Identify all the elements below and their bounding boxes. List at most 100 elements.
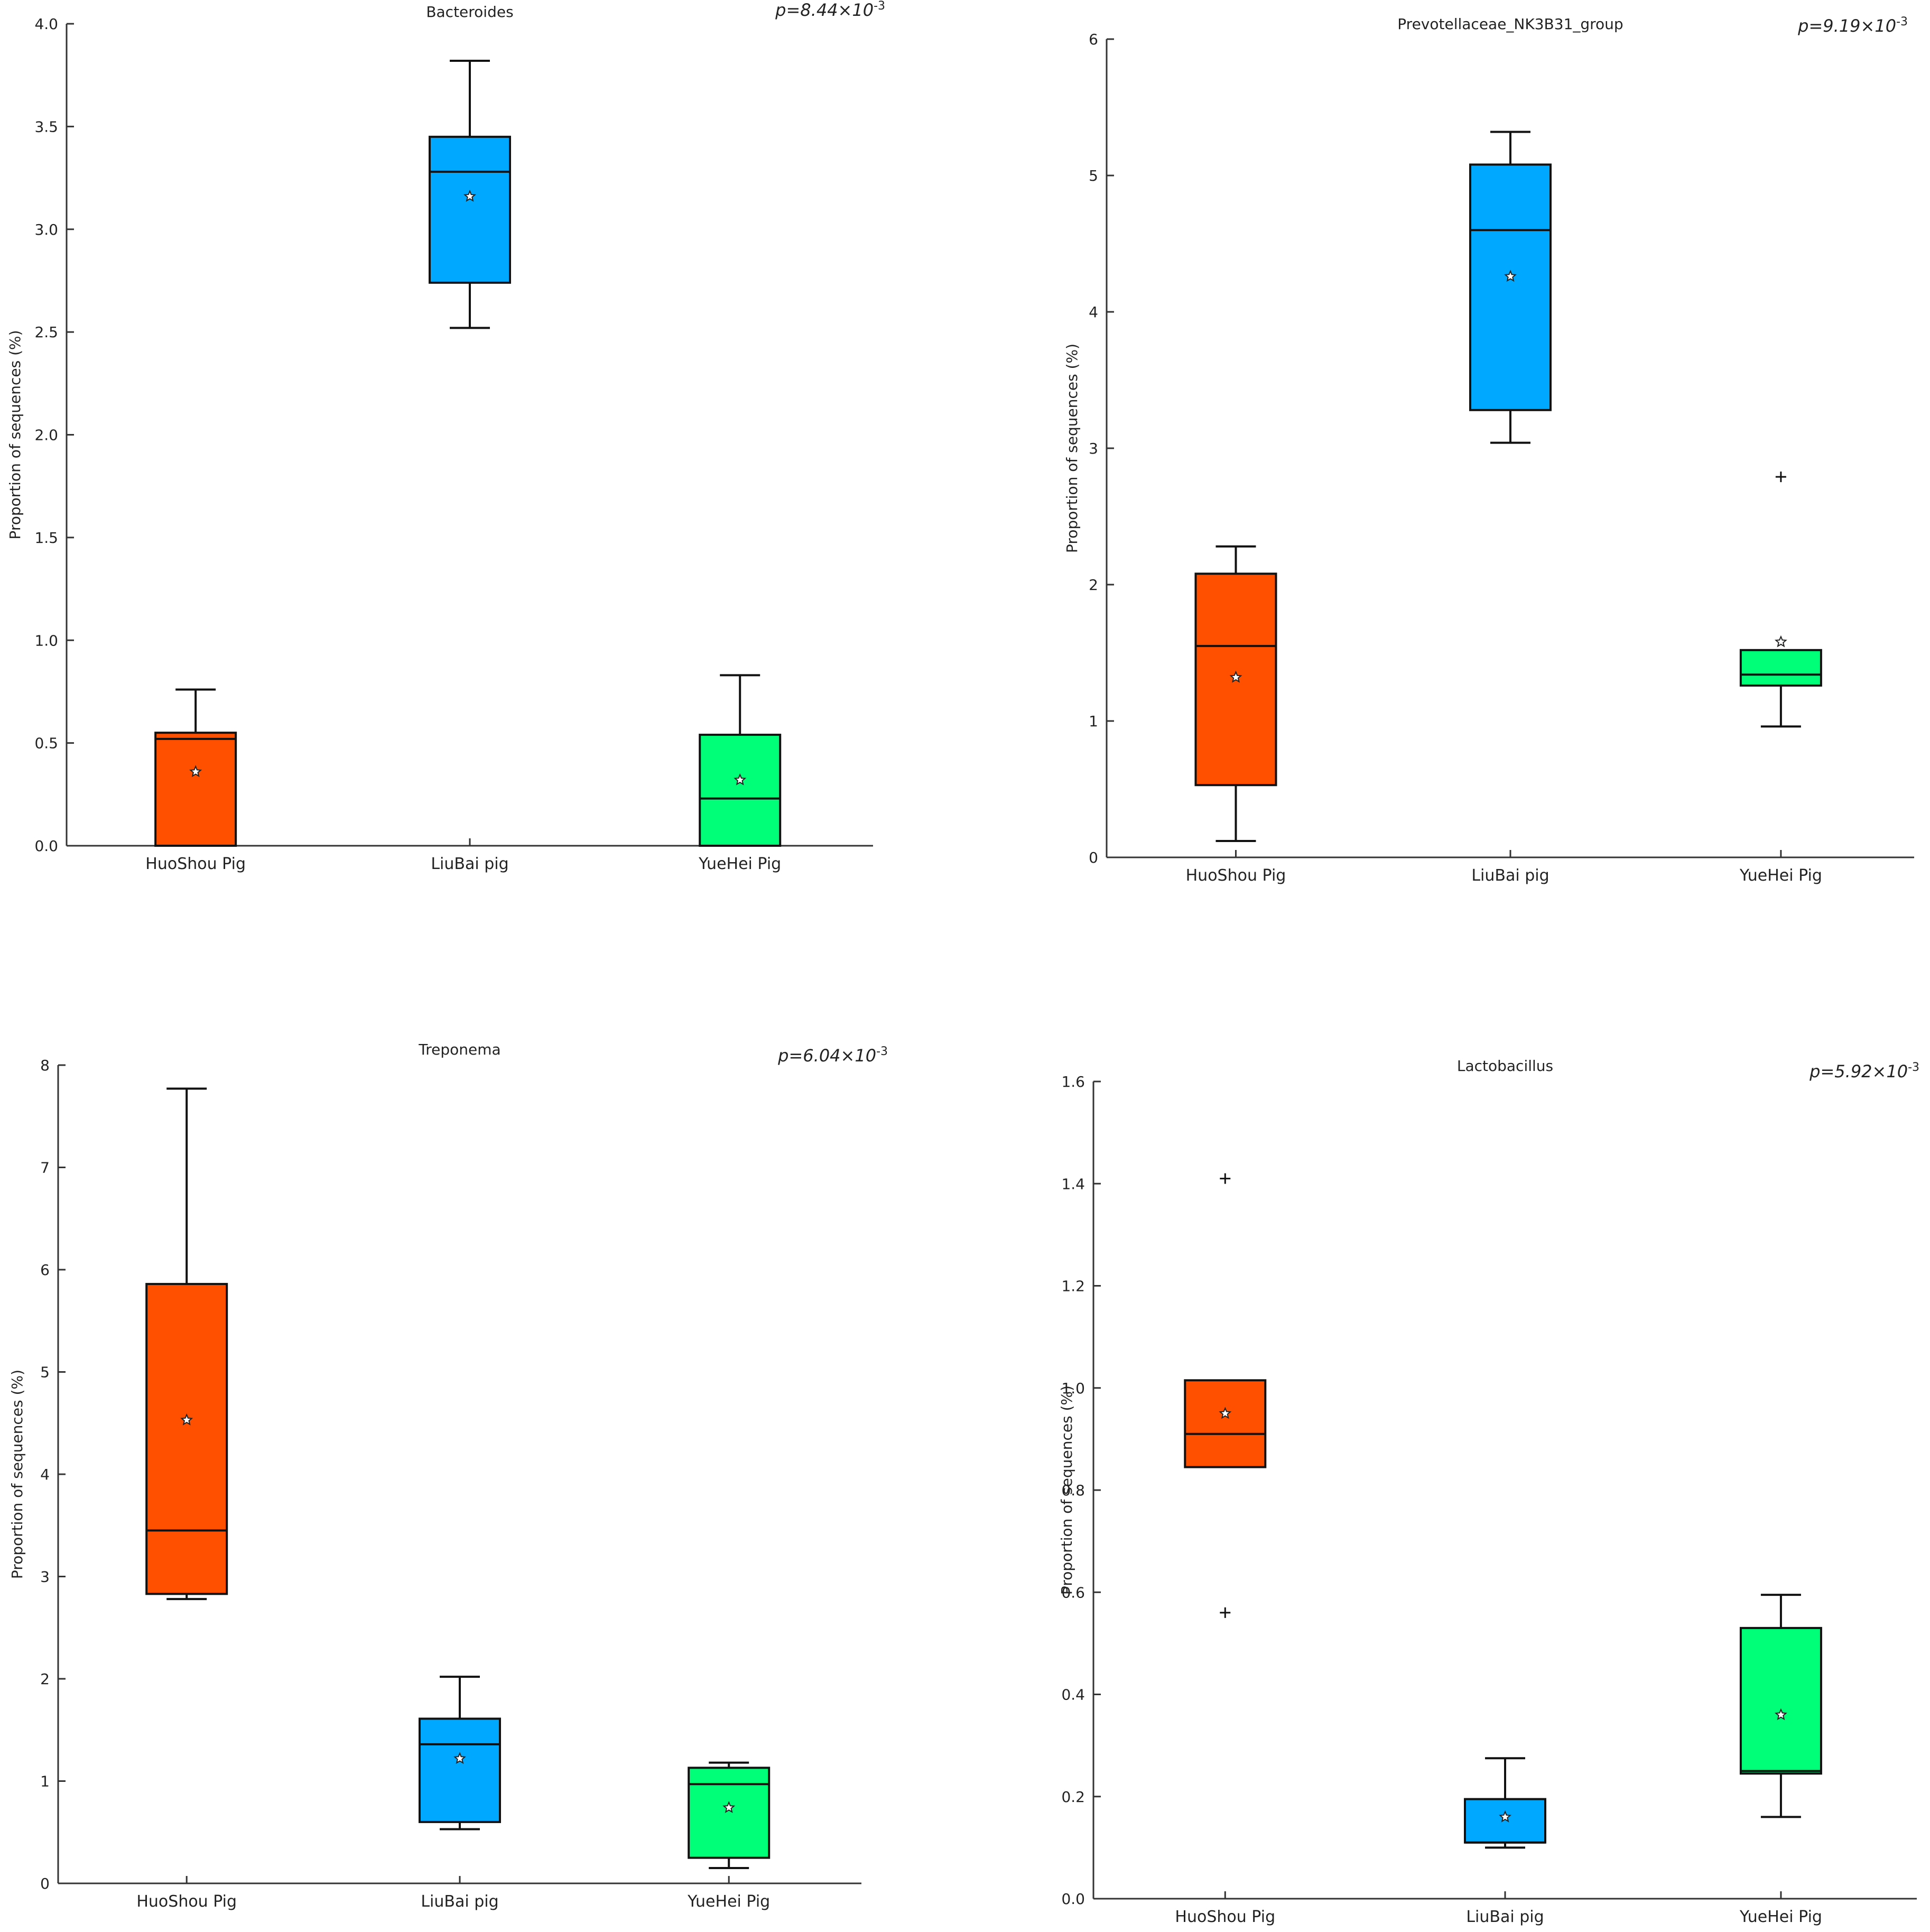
x-tick-label: LiuBai pig — [431, 855, 508, 873]
box-1 — [154, 688, 237, 847]
chart-title: Bacteroides — [426, 3, 513, 21]
box-body — [1739, 649, 1822, 687]
y-tick-label: 1.6 — [1061, 1073, 1085, 1090]
chart-panel-3: 0 1 2 3 4 5 6 7 8 HuoShou Pig LiuBai pig YueHei Pig… — [8, 1041, 888, 1911]
box-body — [154, 732, 237, 847]
y-tick-label: 3 — [1089, 440, 1098, 457]
box-body — [1184, 1379, 1267, 1468]
y-tick-label: 5 — [40, 1364, 50, 1381]
mean-marker — [1504, 270, 1517, 282]
box-body — [429, 135, 511, 284]
y-tick-label: 1.5 — [34, 529, 58, 547]
mean-marker — [1774, 635, 1787, 648]
box-3 — [699, 674, 782, 847]
y-tick-label: 1 — [1089, 713, 1098, 730]
x-tick-label: YueHei Pig — [687, 1892, 770, 1911]
mean-marker — [1229, 670, 1242, 683]
box-body — [145, 1283, 228, 1595]
x-tick-label: YueHei Pig — [1739, 1908, 1822, 1926]
x-tick-label: HuoShou Pig — [145, 855, 246, 873]
box-1 — [1184, 1173, 1267, 1618]
box-2 — [1469, 131, 1552, 444]
x-tick-label: LiuBai pig — [421, 1892, 498, 1911]
chart-title: Treponema — [418, 1041, 500, 1058]
box-3 — [1739, 1594, 1822, 1818]
mean-marker — [463, 189, 476, 202]
box-body — [688, 1767, 771, 1859]
y-tick-label: 2.5 — [34, 323, 58, 341]
y-tick-label: 3.5 — [34, 118, 58, 135]
y-tick-label: 1.4 — [1061, 1175, 1085, 1193]
y-tick-label: 1.0 — [1061, 1380, 1085, 1397]
y-axis-label: Proportion of sequences (%) — [6, 330, 24, 539]
y-tick-label: 2 — [1089, 576, 1098, 594]
x-tick-label: HuoShou Pig — [1186, 866, 1286, 885]
y-tick-label: 0 — [40, 1875, 50, 1892]
y-tick-label: 0.5 — [34, 735, 58, 752]
box-1 — [145, 1087, 228, 1601]
mean-marker — [1774, 1708, 1787, 1721]
outlier-marker — [1775, 472, 1786, 483]
outlier-marker — [1220, 1173, 1231, 1184]
outlier-marker — [1220, 1607, 1231, 1618]
box-body — [1739, 1626, 1822, 1775]
mean-marker — [180, 1413, 193, 1426]
p-value-annotation: p=5.92×10-3 — [1809, 1061, 1919, 1081]
mean-marker — [734, 773, 747, 785]
box-2 — [429, 59, 511, 329]
y-tick-label: 0.2 — [1061, 1788, 1085, 1806]
y-tick-label: 2 — [40, 1670, 50, 1688]
box-body — [1464, 1798, 1546, 1844]
mean-marker — [453, 1752, 466, 1764]
y-tick-label: 4 — [1089, 303, 1098, 321]
box-body — [419, 1717, 501, 1823]
chart-title: Lactobacillus — [1457, 1057, 1553, 1075]
y-tick-label: 8 — [40, 1057, 50, 1074]
y-tick-label: 3 — [40, 1568, 50, 1586]
y-tick-label: 3.0 — [34, 221, 58, 238]
x-tick-label: LiuBai pig — [1466, 1908, 1544, 1926]
mean-marker — [1499, 1810, 1511, 1823]
box-1 — [1194, 545, 1277, 843]
y-tick-label: 0 — [1089, 849, 1098, 866]
y-axis-label: Proportion of sequences (%) — [1058, 1385, 1075, 1595]
box-3 — [1739, 472, 1822, 728]
box-2 — [1464, 1757, 1546, 1849]
y-tick-label: 5 — [1089, 167, 1098, 184]
y-tick-label: 0.4 — [1061, 1686, 1085, 1704]
y-tick-label: 1 — [40, 1773, 50, 1790]
p-value-annotation: p=6.04×10-3 — [777, 1045, 888, 1066]
y-tick-label: 6 — [1089, 31, 1098, 48]
mean-marker — [1219, 1407, 1232, 1419]
y-tick-label: 7 — [40, 1159, 50, 1177]
box-2 — [419, 1676, 501, 1831]
chart-panel-1: 0.0 0.5 1.0 1.5 2.0 2.5 3.0 3.5 4.0 HuoShou Pig Li… — [6, 0, 885, 873]
y-tick-label: 0.0 — [34, 837, 58, 855]
x-tick-label: LiuBai pig — [1471, 866, 1549, 885]
box-body — [1469, 163, 1552, 411]
box-body — [699, 734, 782, 847]
y-axis-label: Proportion of sequences (%) — [8, 1370, 26, 1579]
y-tick-label: 6 — [40, 1261, 50, 1279]
box-3 — [688, 1761, 771, 1869]
y-tick-label: 2.0 — [34, 427, 58, 444]
y-tick-label: 0.8 — [1061, 1482, 1085, 1499]
y-tick-label: 0.0 — [1061, 1890, 1085, 1908]
mean-marker — [722, 1801, 736, 1814]
y-tick-label: 0.6 — [1061, 1584, 1085, 1601]
mean-marker — [189, 765, 202, 778]
y-tick-label: 1.2 — [1061, 1278, 1085, 1295]
x-tick-label: YueHei Pig — [698, 855, 781, 873]
chart-panel-2: 0 1 2 3 4 5 6 HuoShou Pig LiuBai pig YueHei Pig Pr… — [1063, 15, 1914, 885]
chart-panel-4: 0.0 0.2 0.4 0.6 0.8 1.0 1.2 1.4 1.6 HuoShou Pig Li… — [1058, 1057, 1919, 1926]
y-tick-label: 4 — [40, 1466, 50, 1483]
x-tick-label: HuoShou Pig — [136, 1892, 237, 1911]
p-value-annotation: p=8.44×10-3 — [775, 0, 885, 20]
chart-title: Prevotellaceae_NK3B31_group — [1397, 15, 1623, 33]
y-axis-label: Proportion of sequences (%) — [1063, 344, 1081, 553]
p-value-annotation: p=9.19×10-3 — [1797, 15, 1908, 36]
x-tick-label: HuoShou Pig — [1175, 1908, 1275, 1926]
y-tick-label: 1.0 — [34, 632, 58, 649]
x-tick-label: YueHei Pig — [1739, 866, 1822, 885]
